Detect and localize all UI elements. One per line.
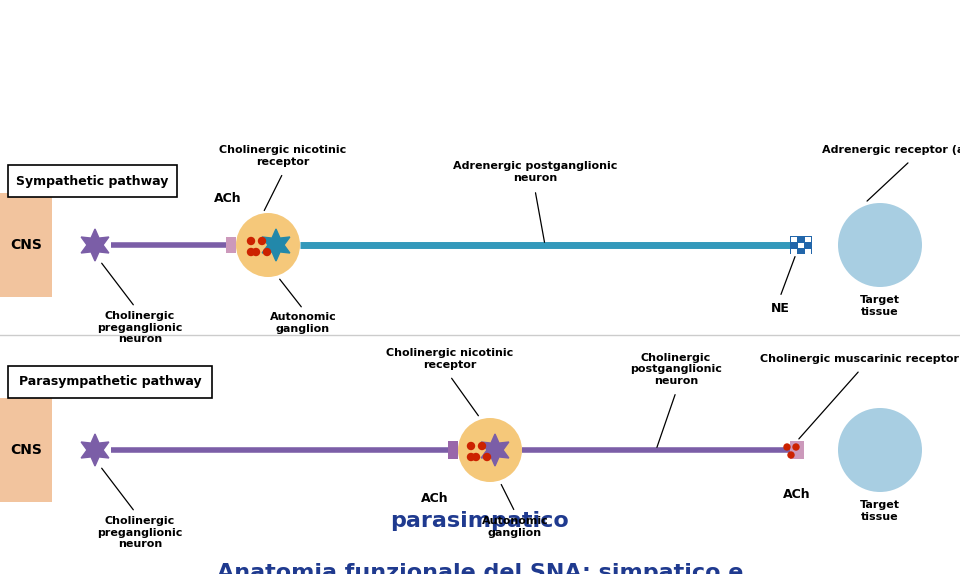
Circle shape xyxy=(484,453,491,460)
Text: NE: NE xyxy=(771,302,789,315)
Polygon shape xyxy=(82,229,108,261)
Circle shape xyxy=(248,249,254,255)
Text: Adrenergic postganglionic
neuron: Adrenergic postganglionic neuron xyxy=(453,161,617,183)
Circle shape xyxy=(472,453,479,460)
Text: Cholinergic
preganglionic
neuron: Cholinergic preganglionic neuron xyxy=(97,516,182,549)
FancyBboxPatch shape xyxy=(798,243,804,248)
Circle shape xyxy=(258,238,266,245)
Circle shape xyxy=(236,213,300,277)
Text: Autonomic
ganglion: Autonomic ganglion xyxy=(482,516,548,538)
Circle shape xyxy=(252,249,259,255)
Text: ACh: ACh xyxy=(421,492,449,505)
Circle shape xyxy=(458,418,522,482)
Polygon shape xyxy=(481,434,509,466)
FancyBboxPatch shape xyxy=(8,366,212,398)
FancyBboxPatch shape xyxy=(790,441,804,459)
Text: ACh: ACh xyxy=(783,488,811,501)
FancyBboxPatch shape xyxy=(791,237,797,242)
Text: Parasympathetic pathway: Parasympathetic pathway xyxy=(18,375,202,389)
Circle shape xyxy=(248,238,254,245)
Text: Cholinergic nicotinic
receptor: Cholinergic nicotinic receptor xyxy=(386,348,514,370)
Text: Autonomic
ganglion: Autonomic ganglion xyxy=(270,312,336,333)
Text: Target
tissue: Target tissue xyxy=(860,500,900,522)
Polygon shape xyxy=(82,434,108,466)
Text: Cholinergic muscarinic receptor: Cholinergic muscarinic receptor xyxy=(760,354,959,364)
Text: CNS: CNS xyxy=(10,443,42,457)
FancyBboxPatch shape xyxy=(790,236,812,254)
Text: Cholinergic
preganglionic
neuron: Cholinergic preganglionic neuron xyxy=(97,311,182,344)
FancyBboxPatch shape xyxy=(791,249,797,254)
FancyBboxPatch shape xyxy=(0,398,52,502)
FancyBboxPatch shape xyxy=(448,441,458,459)
Text: Anatomia funzionale del SNA: simpatico e: Anatomia funzionale del SNA: simpatico e xyxy=(217,563,743,574)
Text: ACh: ACh xyxy=(214,192,242,205)
Text: Cholinergic nicotinic
receptor: Cholinergic nicotinic receptor xyxy=(220,145,347,167)
FancyBboxPatch shape xyxy=(0,193,52,297)
Circle shape xyxy=(793,444,799,450)
FancyBboxPatch shape xyxy=(226,237,236,253)
Circle shape xyxy=(468,453,474,460)
FancyBboxPatch shape xyxy=(805,237,811,242)
Circle shape xyxy=(838,408,922,492)
Circle shape xyxy=(478,443,486,449)
FancyBboxPatch shape xyxy=(8,165,177,197)
Text: Adrenergic receptor (a or b): Adrenergic receptor (a or b) xyxy=(822,145,960,155)
FancyBboxPatch shape xyxy=(805,249,811,254)
Polygon shape xyxy=(262,229,290,261)
Text: Target
tissue: Target tissue xyxy=(860,295,900,317)
Text: Sympathetic pathway: Sympathetic pathway xyxy=(16,174,169,188)
Circle shape xyxy=(468,443,474,449)
Circle shape xyxy=(788,452,794,458)
Text: parasimpatico: parasimpatico xyxy=(391,511,569,531)
Circle shape xyxy=(784,444,790,450)
Text: CNS: CNS xyxy=(10,238,42,252)
Circle shape xyxy=(263,249,271,255)
Circle shape xyxy=(838,203,922,287)
Text: Cholinergic
postganglionic
neuron: Cholinergic postganglionic neuron xyxy=(630,353,722,386)
